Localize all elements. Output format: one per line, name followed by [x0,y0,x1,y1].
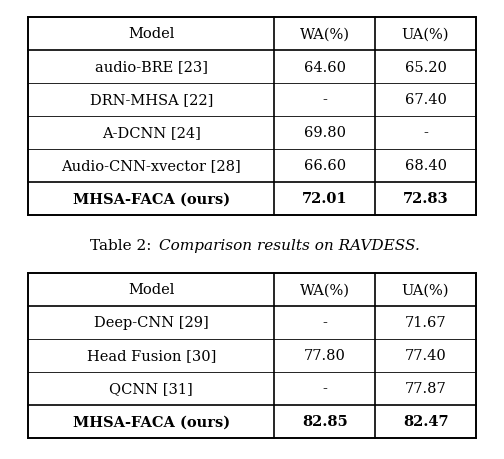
Bar [28,274,476,438]
Text: 64.60: 64.60 [304,61,346,74]
Text: Comparison results on RAVDESS.: Comparison results on RAVDESS. [159,239,420,252]
Text: -: - [323,382,327,396]
Text: MHSA-FACA (ours): MHSA-FACA (ours) [73,192,230,206]
Text: 68.40: 68.40 [405,159,447,173]
Text: Audio-CNN-xvector [28]: Audio-CNN-xvector [28] [61,159,241,173]
Text: UA(%): UA(%) [402,28,450,41]
Text: MHSA-FACA (ours): MHSA-FACA (ours) [73,414,230,429]
Text: 82.85: 82.85 [302,414,348,429]
Text: DRN-MHSA [22]: DRN-MHSA [22] [90,93,213,107]
Text: Model: Model [128,28,174,41]
Text: audio-BRE [23]: audio-BRE [23] [95,61,208,74]
Bar [28,18,476,216]
Text: QCNN [31]: QCNN [31] [109,382,193,396]
Text: Model: Model [128,283,174,297]
Text: WA(%): WA(%) [300,28,350,41]
Text: 82.47: 82.47 [403,414,449,429]
Text: 77.80: 77.80 [304,349,346,363]
Text: WA(%): WA(%) [300,283,350,297]
Text: 72.83: 72.83 [403,192,449,206]
Text: Deep-CNN [29]: Deep-CNN [29] [94,316,209,330]
Text: 71.67: 71.67 [405,316,447,330]
Text: 72.01: 72.01 [302,192,348,206]
Text: -: - [323,316,327,330]
Text: 69.80: 69.80 [304,126,346,140]
Text: 77.40: 77.40 [405,349,447,363]
Text: 66.60: 66.60 [304,159,346,173]
Text: A-DCNN [24]: A-DCNN [24] [102,126,201,140]
Text: 65.20: 65.20 [405,61,447,74]
Text: -: - [323,93,327,107]
Text: 77.87: 77.87 [405,382,447,396]
Text: 67.40: 67.40 [405,93,447,107]
Text: UA(%): UA(%) [402,283,450,297]
Text: -: - [423,126,428,140]
Text: Head Fusion [30]: Head Fusion [30] [87,349,216,363]
Text: Table 2:: Table 2: [90,239,156,252]
